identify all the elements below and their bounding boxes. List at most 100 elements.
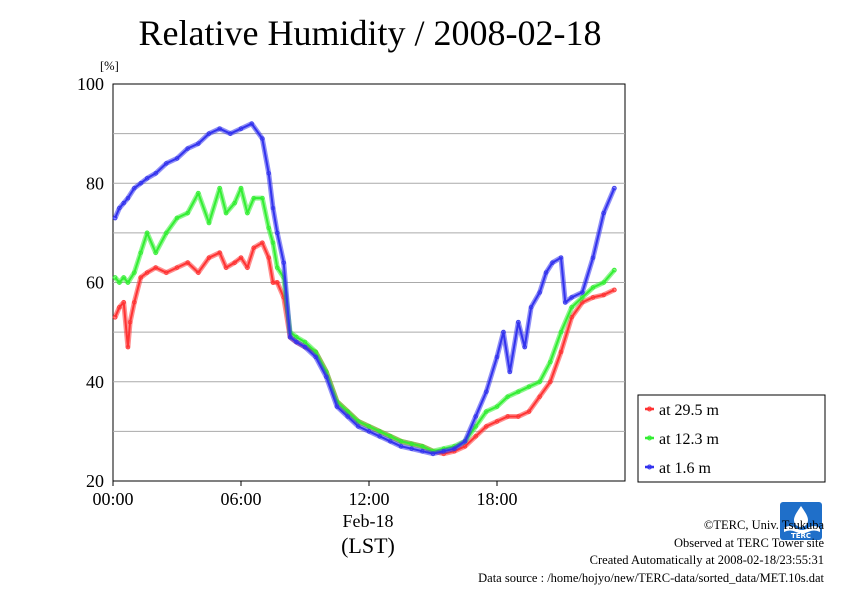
data-point (185, 210, 190, 216)
data-point (345, 414, 350, 419)
data-point (217, 186, 222, 191)
data-point (245, 265, 250, 270)
data-point (398, 439, 404, 444)
data-point (324, 374, 329, 379)
data-point (112, 315, 118, 320)
data-point (251, 245, 256, 250)
data-point (138, 250, 143, 255)
data-point (294, 339, 299, 345)
legend-marker (647, 435, 652, 441)
data-point (543, 270, 549, 275)
data-point (153, 265, 158, 270)
x-tick-label: 18:00 (476, 489, 517, 509)
data-point (590, 295, 596, 300)
data-point (238, 186, 244, 191)
footer-source: Data source : /home/hojyo/new/TERC-data/… (478, 570, 824, 585)
data-point (569, 295, 574, 300)
x-tick-label: 12:00 (348, 489, 389, 509)
data-point (121, 300, 126, 305)
data-point (117, 205, 122, 211)
data-point (441, 449, 446, 454)
y-tick-label: 60 (86, 273, 104, 293)
data-point (125, 280, 131, 285)
data-point (484, 389, 489, 394)
data-point (117, 305, 122, 310)
x-axis-timezone-label: (LST) (341, 533, 395, 558)
data-point (260, 136, 265, 141)
data-point (125, 344, 131, 350)
series-line-2 (114, 187, 616, 453)
data-point (270, 280, 276, 285)
data-point (144, 270, 150, 275)
y-axis-unit-label: [%] (100, 59, 119, 73)
data-point (537, 394, 542, 399)
data-point (138, 181, 143, 186)
y-tick-label: 40 (86, 372, 104, 392)
data-point (144, 176, 150, 181)
data-point (174, 215, 180, 221)
data-point (526, 409, 532, 414)
data-point (112, 275, 118, 280)
data-point (223, 265, 229, 270)
data-point (516, 414, 521, 419)
data-point (228, 131, 233, 136)
chart-title: Relative Humidity / 2008-02-18 (139, 13, 602, 53)
data-point (590, 285, 596, 290)
data-point (223, 210, 229, 216)
data-point (287, 334, 293, 340)
x-tick-label: 06:00 (220, 489, 261, 509)
footer-block: ©TERC, Univ. Tsukuba Observed at TERC To… (478, 517, 824, 587)
data-point (260, 240, 265, 245)
data-point (601, 292, 606, 298)
legend-marker (647, 464, 652, 470)
data-point (388, 439, 393, 444)
data-point (473, 434, 478, 439)
data-point (302, 339, 308, 345)
data-point (484, 409, 489, 414)
data-point (153, 171, 158, 176)
series-line-3 (114, 122, 616, 455)
data-point (174, 156, 180, 161)
data-point (612, 267, 617, 273)
data-point (522, 344, 527, 350)
data-point (196, 270, 201, 275)
series-layer (112, 121, 617, 457)
legend-label: at 29.5 m (659, 402, 720, 419)
data-point (507, 369, 512, 375)
data-point (281, 260, 286, 265)
data-point (494, 419, 500, 424)
y-tick-label: 20 (86, 471, 104, 491)
data-point (217, 126, 222, 131)
data-point (537, 290, 542, 295)
data-point (164, 270, 169, 275)
data-point (601, 280, 606, 285)
data-point (138, 275, 143, 280)
data-point (462, 444, 468, 449)
data-point (217, 250, 222, 255)
y-tick-label: 80 (86, 173, 104, 193)
data-point (569, 305, 574, 310)
data-point (548, 379, 553, 384)
data-point (516, 320, 521, 325)
terc-logo-icon: TERC (780, 502, 822, 540)
data-point (313, 354, 318, 360)
data-point (501, 329, 506, 335)
footer-created: Created Automatically at 2008-02-18/23:5… (589, 553, 824, 567)
data-point (558, 349, 564, 355)
data-point (430, 451, 436, 456)
data-point (550, 260, 555, 265)
data-point (132, 270, 137, 275)
series-points-3 (112, 121, 617, 456)
data-point (420, 444, 425, 449)
data-point (334, 404, 340, 409)
data-point (121, 275, 126, 280)
data-point (132, 300, 137, 305)
data-point (473, 414, 478, 419)
data-point (266, 255, 271, 260)
x-axis-date-label: Feb-18 (343, 511, 394, 531)
data-point (266, 171, 271, 176)
data-point (270, 240, 276, 245)
data-point (275, 230, 280, 236)
data-point (245, 210, 250, 216)
